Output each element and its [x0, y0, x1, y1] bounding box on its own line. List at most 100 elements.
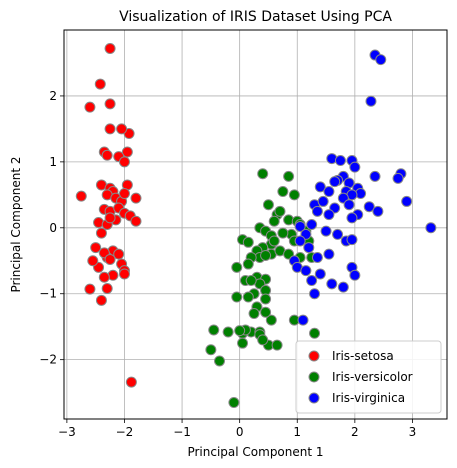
data-point — [274, 205, 286, 217]
data-point — [257, 334, 269, 346]
data-point — [104, 253, 116, 265]
data-point — [94, 78, 106, 90]
data-point — [311, 205, 323, 217]
data-point — [314, 268, 326, 280]
y-tick-label: 2 — [49, 89, 57, 103]
data-point — [234, 325, 246, 337]
ticks-layer: −3 −2 −1 0 1 2 3 −2 −1 0 1 2 — [39, 89, 416, 439]
data-point — [425, 222, 437, 234]
x-tick-label: 2 — [351, 425, 359, 439]
x-tick-label: 0 — [236, 425, 244, 439]
data-point — [303, 242, 315, 254]
data-point — [260, 249, 272, 261]
data-point — [309, 327, 321, 339]
data-point — [260, 306, 272, 318]
legend-label: Iris-setosa — [332, 349, 394, 363]
x-axis-title: Principal Component 1 — [187, 445, 323, 459]
data-point — [130, 215, 142, 227]
data-point — [334, 155, 346, 167]
data-point — [228, 397, 240, 409]
data-point — [104, 123, 116, 135]
data-point — [372, 205, 384, 217]
data-point — [231, 261, 243, 273]
legend: Iris-setosa Iris-versicolor Iris-virginica — [295, 340, 442, 414]
data-point — [323, 209, 335, 221]
data-point — [268, 235, 280, 247]
points-layer — [75, 42, 437, 409]
data-point — [332, 228, 344, 240]
data-point — [306, 275, 318, 287]
y-tick-label: 0 — [49, 221, 57, 235]
data-point — [214, 355, 226, 367]
data-point — [113, 248, 125, 260]
data-point — [337, 281, 349, 293]
data-point — [231, 291, 243, 303]
data-point — [277, 227, 289, 239]
data-point — [294, 235, 306, 247]
data-point — [283, 170, 295, 182]
data-point — [317, 195, 329, 207]
data-point — [294, 220, 306, 232]
y-tick-label: −1 — [39, 287, 57, 301]
data-point — [130, 192, 142, 204]
data-point — [90, 242, 102, 254]
data-point — [121, 146, 133, 158]
data-point — [268, 215, 280, 227]
data-point — [245, 275, 257, 287]
series-iris-setosa — [75, 42, 142, 388]
data-point — [323, 186, 335, 198]
y-axis-title: Principal Component 2 — [9, 156, 23, 292]
data-point — [98, 271, 110, 283]
legend-marker — [308, 392, 320, 404]
data-point — [242, 236, 254, 248]
legend-box — [295, 340, 442, 414]
data-point — [95, 294, 107, 306]
data-point — [311, 251, 323, 263]
legend-marker — [308, 350, 320, 362]
legend-label: Iris-virginica — [332, 391, 405, 405]
data-point — [346, 212, 358, 224]
data-point — [116, 123, 128, 135]
legend-marker — [308, 371, 320, 383]
data-point — [306, 219, 318, 230]
data-point — [309, 288, 321, 300]
data-point — [363, 201, 375, 213]
data-point — [346, 234, 358, 246]
data-point — [248, 308, 260, 320]
chart-title: Visualization of IRIS Dataset Using PCA — [119, 9, 392, 25]
data-point — [343, 199, 355, 211]
data-point — [118, 156, 130, 168]
data-point — [349, 161, 361, 173]
data-point — [401, 195, 413, 207]
data-point — [222, 326, 234, 338]
data-point — [125, 376, 137, 388]
data-point — [205, 344, 217, 356]
y-tick-label: −2 — [39, 353, 57, 367]
x-tick-label: 1 — [293, 425, 301, 439]
data-point — [84, 101, 96, 113]
data-point — [257, 168, 269, 180]
x-tick-label: −3 — [58, 425, 76, 439]
data-point — [349, 269, 361, 281]
data-point — [75, 190, 87, 202]
data-point — [101, 149, 113, 161]
x-tick-label: −2 — [116, 425, 134, 439]
data-point — [329, 176, 341, 188]
data-point — [104, 98, 116, 110]
data-point — [260, 293, 272, 305]
data-point — [208, 324, 220, 336]
data-point — [84, 283, 96, 295]
data-point — [320, 225, 332, 237]
data-point — [118, 268, 130, 280]
data-point — [237, 337, 249, 349]
data-point — [365, 95, 377, 107]
data-point — [314, 181, 326, 193]
data-point — [87, 255, 99, 267]
data-point — [118, 188, 130, 200]
data-point — [101, 282, 113, 294]
x-tick-label: 3 — [409, 425, 417, 439]
data-point — [104, 212, 116, 224]
data-point — [277, 186, 289, 198]
data-point — [265, 314, 277, 326]
data-point — [262, 199, 274, 211]
